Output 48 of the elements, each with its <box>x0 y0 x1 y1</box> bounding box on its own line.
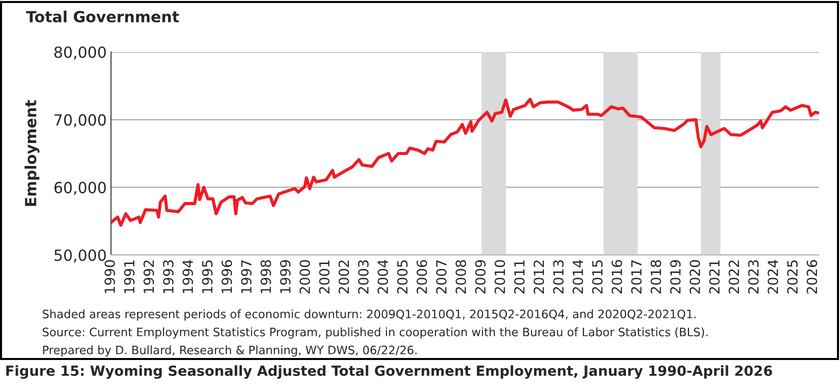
x-tick-label: 2016 <box>612 260 622 294</box>
y-tick-label: 80,000 <box>54 46 106 60</box>
line-series <box>111 98 819 227</box>
x-tick-label: 1996 <box>222 260 232 293</box>
x-tick-label: 1999 <box>280 260 291 293</box>
x-tick-label: 2014 <box>572 260 584 294</box>
text: Prepared by D. Bullard, Research & Planning, WY DWS, 06/22/26. <box>43 345 417 357</box>
x-tick-label: 1998 <box>260 260 272 293</box>
x-tick-label: 2017 <box>631 260 642 294</box>
source-note: Source: Current Employment Statistics Program, published in cooperation with the Bureau of Labor Statistics (BLS). <box>42 327 708 339</box>
x-tick-label: 2009 <box>475 260 486 294</box>
x-tick-label: 1990 <box>104 260 116 293</box>
chart-title: Total Government <box>26 10 179 22</box>
x-tick-label: 2001 <box>319 260 330 294</box>
x-tick-label: 2002 <box>338 260 350 294</box>
x-tick-label: 2007 <box>436 260 447 294</box>
x-tick-label: 2008 <box>456 260 466 294</box>
y-tick-label: 50,000 <box>54 249 106 263</box>
x-tick-label: 2015 <box>592 260 603 294</box>
text: Shaded areas represent periods of economic downturn: 2009Q1-2010Q1, 2015Q2-2016Q4, and 2020Q2-2021Q1. <box>42 309 696 321</box>
x-tick-label: 2020 <box>690 260 700 294</box>
y-tick-label: 60,000 <box>54 182 106 195</box>
y-tick-label: 70,000 <box>54 114 106 128</box>
x-tick-label: 2021 <box>709 260 720 294</box>
y-axis-title: Employment <box>24 100 40 206</box>
x-tick-label: 1995 <box>202 260 213 293</box>
x-tick-label: 1997 <box>241 260 252 293</box>
x-tick-label: 2023 <box>748 260 759 294</box>
x-tick-label: 2013 <box>553 260 564 294</box>
x-tick-label: 2006 <box>416 260 428 294</box>
x-tick-label: 2003 <box>358 260 369 294</box>
x-tick-label: 2012 <box>534 260 544 294</box>
x-tick-label: 1994 <box>182 260 194 293</box>
x-tick-label: 2024 <box>768 260 778 294</box>
x-tick-label: 2025 <box>787 260 798 294</box>
x-tick-label: 2010 <box>494 260 506 294</box>
x-tick-label: 2022 <box>728 260 740 294</box>
x-tick-label: 2011 <box>514 260 525 294</box>
caption: Figure 15: Wyoming Seasonally Adjusted Total Government Employment, January 1990-April 2026 <box>6 365 772 379</box>
x-tick-label: 2018 <box>650 260 662 294</box>
x-tick-label: 2026 <box>806 260 818 294</box>
x-tick-label: 2004 <box>378 260 388 294</box>
x-tick-label: 1993 <box>163 260 174 293</box>
x-tick-label: 1992 <box>144 260 154 293</box>
x-tick-label: 2005 <box>397 260 408 294</box>
x-tick-label: 2000 <box>300 260 310 294</box>
x-tick-label: 2019 <box>670 260 681 294</box>
x-tick-label: 1991 <box>124 260 135 293</box>
